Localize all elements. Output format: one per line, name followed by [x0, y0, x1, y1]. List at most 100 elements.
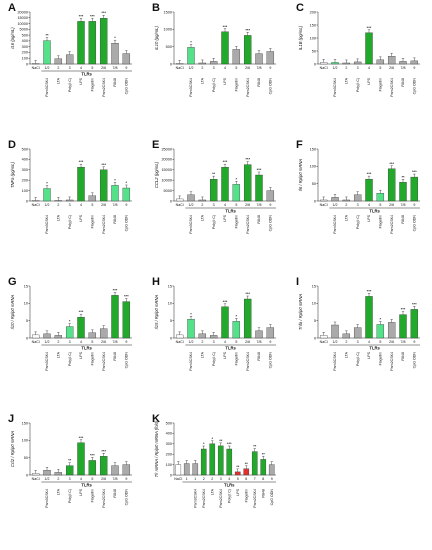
bar	[65, 465, 74, 476]
x-tick-label: 3	[357, 340, 359, 344]
y-axis-label: Il6 / Rplp0 mRNA	[298, 159, 303, 192]
bar	[232, 184, 241, 202]
ligand-label: LPS	[367, 77, 371, 84]
ligand-label: Pam3CSK4	[189, 78, 193, 97]
significance-label: *	[211, 436, 213, 441]
significance-label: *	[69, 319, 71, 324]
ligand-label: Poly(I:C)	[68, 352, 72, 366]
x-tick-label: 2/6	[101, 477, 106, 481]
ligand-label: Poly(I:C)	[356, 78, 360, 92]
bar	[65, 199, 74, 202]
y-tick-label: 400	[166, 432, 172, 436]
y-tick-label: 15	[168, 284, 172, 288]
significance-label: **	[253, 444, 257, 449]
bar	[175, 198, 184, 202]
bar	[200, 448, 207, 476]
panel-label: A	[8, 2, 16, 14]
x-tick-label: 5	[235, 203, 237, 207]
bar	[88, 21, 97, 65]
significance-label: **	[401, 174, 405, 179]
bar	[410, 60, 419, 65]
x-tick-label: 6	[245, 477, 247, 481]
x-tick-label: 3	[357, 66, 359, 70]
x-tick-label: 2	[211, 477, 213, 481]
ligand-label: CpG ODN	[413, 78, 417, 95]
significance-label: *	[126, 180, 128, 185]
x-tick-label: 5	[91, 203, 93, 207]
ligand-label: CpG ODN	[125, 352, 129, 369]
y-tick-label: 10	[312, 302, 316, 306]
significance-label: ***	[257, 167, 262, 172]
ligand-label: LTA	[201, 351, 205, 358]
y-tick-label: 500	[22, 33, 28, 37]
bar	[122, 464, 131, 476]
x-tick-label: 3	[69, 477, 71, 481]
x-tick-label: 5	[91, 477, 93, 481]
ligand-label: LTA	[345, 351, 349, 358]
ligand-label: Pam2CSK4	[253, 489, 257, 508]
bar	[217, 445, 224, 476]
x-tick-label: 7	[254, 477, 256, 481]
y-tick-label: 200	[22, 179, 28, 183]
bar	[192, 463, 199, 476]
significance-label: *	[114, 177, 116, 182]
ligand-label: Pam2CSK4	[246, 78, 250, 97]
panel-label: G	[8, 276, 17, 288]
ligand-label: Pam2CSK4	[390, 352, 394, 371]
bar	[77, 21, 85, 65]
y-axis-label: IL1B (pg/mL)	[298, 25, 303, 50]
x-tick-label: 7/8	[257, 340, 262, 344]
y-tick-label: 10000	[161, 179, 172, 183]
ligand-label: Flagellin	[235, 215, 239, 228]
x-tick-label: 1/2	[189, 66, 194, 70]
bar	[175, 464, 182, 476]
y-tick-label: 0	[26, 199, 28, 203]
bar	[77, 317, 85, 339]
x-tick-label: NaCl	[176, 340, 184, 344]
bar	[234, 471, 241, 476]
x-tick-label: 4	[80, 203, 82, 207]
bar	[399, 182, 407, 202]
significance-label: **	[45, 33, 49, 38]
bar	[31, 334, 40, 339]
x-tick-label: 2	[345, 203, 347, 207]
x-tick-label: 2/6	[389, 66, 394, 70]
ligand-label: Pam2CSK4	[246, 352, 250, 371]
x-tick-label: 4	[368, 203, 370, 207]
ligand-label: R848	[113, 215, 117, 224]
x-tick-label: 2/6	[101, 66, 106, 70]
x-tick-label: 1/2	[333, 340, 338, 344]
ligand-label: LTA	[57, 351, 61, 358]
y-axis-label: Tnfa / Rplp0 mRNA	[298, 294, 303, 331]
significance-label: ***	[401, 307, 406, 312]
ligand-label: R848	[113, 489, 117, 498]
panel-label: C	[296, 2, 304, 14]
ligand-label: R848	[257, 215, 261, 224]
bar	[221, 306, 229, 339]
y-tick-label: 300	[22, 45, 28, 49]
x-tick-label: 2/6	[389, 203, 394, 207]
bar	[232, 49, 241, 65]
ligand-label: Pam2CSK4	[202, 489, 206, 508]
bar	[99, 456, 108, 476]
significance-label: **	[262, 451, 266, 456]
bar	[255, 174, 263, 202]
bar	[243, 35, 252, 65]
x-tick-label: 7/8	[113, 477, 118, 481]
ligand-label: R848	[401, 78, 405, 87]
x-tick-label: 3	[69, 66, 71, 70]
ligand-label: Poly(I:C)	[227, 489, 231, 503]
ligand-label: LTA	[57, 214, 61, 221]
ligand-label: Pam2CSK4	[390, 78, 394, 97]
significance-label: ***	[79, 159, 84, 164]
ligand-label: Flagellin	[91, 78, 95, 91]
y-tick-label: 20000	[17, 10, 28, 14]
panel-label: E	[152, 139, 159, 151]
bar	[251, 451, 258, 476]
y-tick-label: 0	[26, 62, 28, 66]
x-tick-label: 2	[201, 66, 203, 70]
ligand-label: Pam3CSK4	[45, 215, 49, 234]
